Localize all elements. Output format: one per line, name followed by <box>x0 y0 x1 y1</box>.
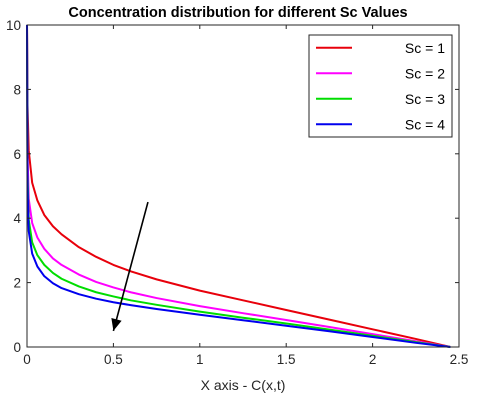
y-tick-label: 2 <box>13 276 21 291</box>
y-tick-label: 0 <box>13 340 21 355</box>
x-tick-label: 1.5 <box>277 352 296 367</box>
x-tick-label: 2 <box>369 352 377 367</box>
series-line-4 <box>26 24 451 348</box>
y-tick-label: 4 <box>13 211 21 226</box>
annotation-layer <box>111 201 149 332</box>
tick-layer: 0 0.5 1 1.5 2 2.5 0 2 4 6 8 10 <box>6 18 468 367</box>
x-tick-label: 1 <box>196 352 204 367</box>
series-layer <box>26 24 451 348</box>
legend-label-4: Sc = 4 <box>405 116 445 132</box>
x-tick-label: 0 <box>23 352 31 367</box>
legend-box <box>308 34 453 138</box>
x-axis-label: X axis - C(x,t) <box>201 377 286 393</box>
y-tick-label: 10 <box>6 18 21 33</box>
arrow-annotation-1 <box>111 201 149 332</box>
y-tick-label: 6 <box>13 147 21 162</box>
legend-label-2: Sc = 2 <box>405 65 445 81</box>
series-line-1 <box>26 24 451 348</box>
y-tick-label: 8 <box>13 82 21 97</box>
arrow-head <box>111 318 122 331</box>
legend-label-1: Sc = 1 <box>405 40 445 56</box>
series-line-2 <box>26 24 451 348</box>
arrow-shaft <box>112 201 149 332</box>
legend: Sc = 1 Sc = 2 Sc = 3 Sc = 4 <box>308 34 453 138</box>
x-tick-label: 2.5 <box>450 352 469 367</box>
legend-label-3: Sc = 3 <box>405 91 445 107</box>
x-tick-label: 0.5 <box>104 352 123 367</box>
series-line-3 <box>26 24 451 348</box>
chart-title: Concentration distribution for different… <box>68 5 407 21</box>
plot-frame <box>26 24 460 348</box>
